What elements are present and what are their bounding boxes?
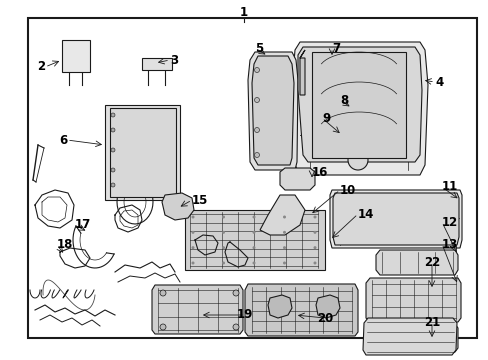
- Text: 12: 12: [441, 216, 457, 229]
- Circle shape: [222, 261, 224, 265]
- Circle shape: [191, 231, 194, 234]
- Text: 4: 4: [434, 76, 442, 89]
- Circle shape: [222, 216, 224, 219]
- Circle shape: [111, 128, 115, 132]
- Circle shape: [283, 231, 285, 234]
- Bar: [28, 18, 476, 338]
- Circle shape: [254, 98, 259, 103]
- Circle shape: [111, 148, 115, 152]
- Circle shape: [160, 290, 165, 296]
- Polygon shape: [105, 105, 180, 200]
- Text: 8: 8: [339, 94, 347, 107]
- Polygon shape: [332, 193, 458, 245]
- Text: 18: 18: [57, 238, 73, 252]
- Polygon shape: [347, 103, 371, 128]
- Circle shape: [232, 290, 239, 296]
- Polygon shape: [384, 324, 457, 352]
- Circle shape: [283, 261, 285, 265]
- Polygon shape: [297, 47, 421, 162]
- Circle shape: [347, 150, 367, 170]
- Circle shape: [111, 113, 115, 117]
- Circle shape: [283, 216, 285, 219]
- Text: 3: 3: [170, 54, 178, 67]
- Polygon shape: [62, 40, 90, 72]
- Polygon shape: [184, 210, 325, 270]
- Polygon shape: [329, 190, 461, 248]
- Polygon shape: [152, 285, 243, 334]
- Circle shape: [313, 246, 316, 249]
- Text: 19: 19: [236, 309, 253, 321]
- Polygon shape: [291, 42, 427, 175]
- Circle shape: [232, 324, 239, 330]
- Polygon shape: [362, 318, 456, 355]
- Text: 6: 6: [59, 134, 67, 147]
- Polygon shape: [375, 250, 457, 275]
- Text: 7: 7: [331, 41, 340, 54]
- Polygon shape: [311, 52, 405, 158]
- Text: 14: 14: [357, 207, 374, 220]
- Text: 17: 17: [75, 219, 91, 231]
- Circle shape: [254, 153, 259, 158]
- Text: 5: 5: [254, 41, 263, 54]
- Circle shape: [283, 246, 285, 249]
- Polygon shape: [142, 58, 172, 70]
- Polygon shape: [317, 55, 341, 135]
- Text: 9: 9: [321, 112, 329, 125]
- Text: 2: 2: [37, 60, 45, 73]
- Polygon shape: [247, 52, 297, 170]
- Text: 11: 11: [441, 180, 457, 194]
- Circle shape: [252, 246, 255, 249]
- Polygon shape: [260, 195, 305, 235]
- Circle shape: [191, 246, 194, 249]
- Text: 22: 22: [423, 256, 439, 269]
- Circle shape: [254, 68, 259, 72]
- Circle shape: [222, 246, 224, 249]
- Text: 1: 1: [240, 5, 247, 18]
- Polygon shape: [251, 56, 293, 165]
- Circle shape: [313, 261, 316, 265]
- Circle shape: [191, 216, 194, 219]
- Text: 10: 10: [339, 184, 356, 197]
- Circle shape: [191, 261, 194, 265]
- Polygon shape: [280, 168, 314, 190]
- Text: 16: 16: [311, 166, 328, 180]
- Circle shape: [222, 231, 224, 234]
- Circle shape: [111, 183, 115, 187]
- Polygon shape: [299, 50, 305, 95]
- Circle shape: [111, 168, 115, 172]
- Circle shape: [160, 324, 165, 330]
- Polygon shape: [334, 132, 364, 158]
- Polygon shape: [244, 284, 357, 336]
- Text: 21: 21: [423, 315, 439, 328]
- Text: 20: 20: [316, 311, 332, 324]
- Text: 13: 13: [441, 238, 457, 251]
- Polygon shape: [365, 278, 460, 322]
- Polygon shape: [162, 193, 194, 220]
- Circle shape: [252, 216, 255, 219]
- Circle shape: [254, 127, 259, 132]
- Polygon shape: [315, 295, 339, 318]
- Circle shape: [313, 231, 316, 234]
- Circle shape: [252, 231, 255, 234]
- Circle shape: [252, 261, 255, 265]
- Polygon shape: [110, 108, 176, 197]
- Polygon shape: [267, 295, 291, 318]
- Circle shape: [313, 216, 316, 219]
- Text: 15: 15: [192, 194, 208, 207]
